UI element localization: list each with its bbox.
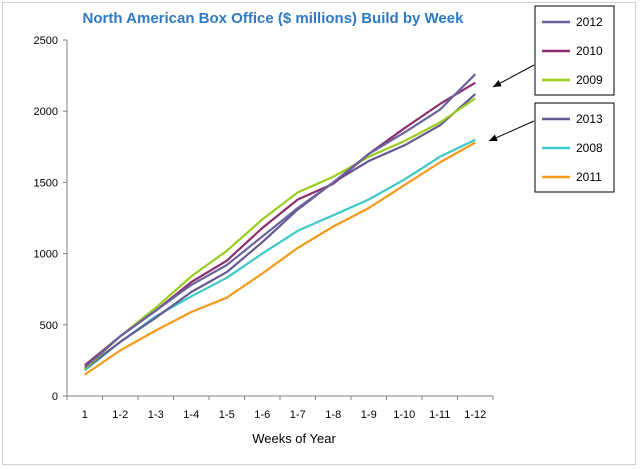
legend-label-2009: 2009 (576, 73, 603, 87)
series-line-2008 (84, 138, 476, 372)
x-tick-label: 1-3 (148, 409, 164, 421)
x-tick-label: 1-7 (290, 409, 306, 421)
series-lines (84, 73, 477, 376)
legend-label-2008: 2008 (576, 141, 603, 155)
line-chart: North American Box Office ($ millions) B… (34, 5, 615, 446)
x-tick-label: 1-2 (112, 409, 128, 421)
x-tick-label: 1-12 (464, 409, 486, 421)
x-tick-label: 1-10 (393, 409, 415, 421)
x-tick-label: 1-9 (361, 409, 377, 421)
x-tick-label: 1-4 (183, 409, 199, 421)
x-tick-label: 1-8 (325, 409, 341, 421)
series-line-2013 (84, 93, 477, 370)
legend-pointer-arrowhead (493, 80, 502, 87)
y-tick-label: 2000 (34, 106, 58, 118)
chart-title: North American Box Office ($ millions) B… (83, 10, 465, 27)
y-tick-label: 2500 (34, 35, 58, 47)
x-tick-label: 1-11 (429, 409, 450, 421)
series-line-2011 (84, 141, 476, 376)
legend-pointer-arrowhead (489, 134, 498, 141)
y-tick-labels: 0 500 1000 1500 2000 2500 (34, 35, 58, 403)
y-tick-label: 1000 (34, 249, 58, 261)
legend-label-2011: 2011 (576, 170, 602, 184)
legend-label-2010: 2010 (576, 44, 603, 58)
legend-label-2012: 2012 (576, 15, 603, 29)
y-tick-label: 500 (40, 320, 58, 332)
y-tick-label: 0 (52, 391, 58, 403)
series-line-2012 (84, 73, 477, 369)
legend-label-2013: 2013 (576, 112, 603, 126)
axes (63, 39, 494, 400)
x-tick-label: 1-6 (254, 409, 270, 421)
y-tick-label: 1500 (34, 177, 58, 189)
x-tick-labels: 1 1-2 1-3 1-4 1-5 1-6 1-7 1-8 1-9 1-10 1-11 1-12 (82, 409, 487, 421)
chart-frame: North American Box Office ($ millions) B… (2, 2, 636, 465)
series-line-2009 (84, 97, 476, 370)
legend: 2012 2010 2009 2013 2008 2011 (488, 5, 615, 193)
legend-pointer-line (488, 120, 535, 142)
x-tick-label: 1-5 (219, 409, 235, 421)
x-tick-label: 1 (82, 409, 88, 421)
x-axis-title: Weeks of Year (252, 431, 336, 446)
